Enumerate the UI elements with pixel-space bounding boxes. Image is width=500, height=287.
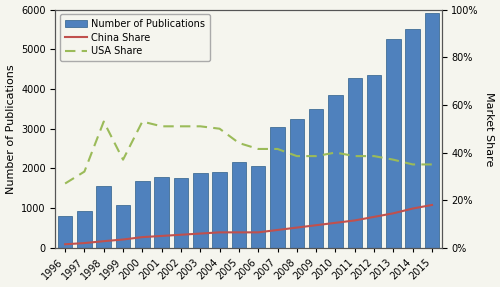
- Bar: [212, 172, 227, 248]
- Bar: [232, 162, 246, 248]
- Bar: [96, 186, 111, 248]
- Bar: [367, 75, 382, 248]
- Bar: [58, 216, 72, 248]
- Bar: [251, 166, 266, 248]
- Bar: [270, 127, 285, 248]
- Legend: Number of Publications, China Share, USA Share: Number of Publications, China Share, USA…: [60, 14, 210, 61]
- Bar: [135, 181, 150, 248]
- Bar: [425, 13, 440, 248]
- Bar: [174, 178, 188, 248]
- Bar: [77, 211, 92, 248]
- Bar: [116, 205, 130, 248]
- Bar: [154, 177, 169, 248]
- Y-axis label: Number of Publications: Number of Publications: [6, 64, 16, 193]
- Bar: [328, 94, 342, 248]
- Bar: [193, 173, 208, 248]
- Bar: [348, 78, 362, 248]
- Bar: [386, 39, 400, 248]
- Bar: [290, 119, 304, 248]
- Y-axis label: Market Share: Market Share: [484, 92, 494, 166]
- Bar: [406, 29, 420, 248]
- Bar: [309, 109, 324, 248]
